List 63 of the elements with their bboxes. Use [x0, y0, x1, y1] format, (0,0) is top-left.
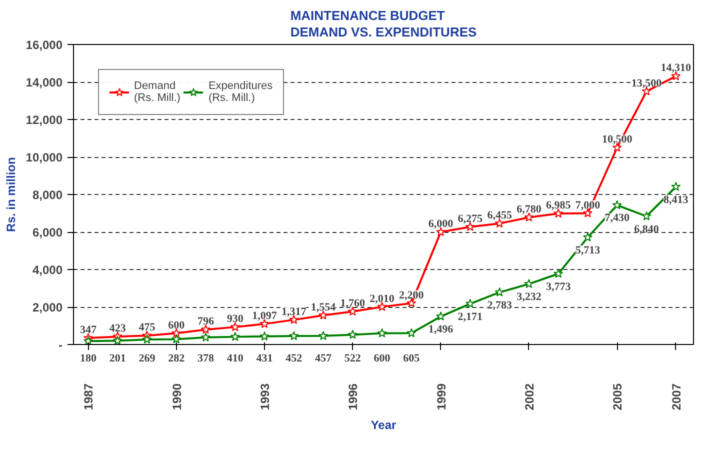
data-label: 6,275	[458, 212, 484, 225]
y-axis-title: Rs. in million	[4, 157, 18, 232]
x-axis-title: Year	[370, 418, 397, 432]
x-tick-label: 2002	[522, 383, 536, 410]
data-label: 410	[226, 352, 244, 364]
data-label: 6,000	[428, 218, 454, 230]
x-tick-label: 1987	[82, 383, 96, 410]
x-tick-label: 1993	[258, 383, 272, 410]
data-label: 201	[109, 352, 126, 364]
data-label: 269	[138, 352, 156, 364]
data-label: 10,500	[602, 134, 633, 146]
data-label: 3,773	[546, 280, 572, 293]
data-label: 522	[344, 352, 362, 364]
data-label: 14,310	[660, 62, 692, 74]
data-label: 475	[138, 322, 156, 334]
y-tick-label: 12,000	[26, 113, 63, 127]
data-label: 180	[80, 352, 97, 364]
y-tick-label: 14,000	[26, 76, 63, 90]
data-label: 7,000	[575, 199, 601, 212]
data-label: 378	[197, 352, 214, 364]
data-label: 1,760	[340, 298, 366, 310]
y-tick-label: 16,000	[26, 38, 63, 52]
data-label: 13,500	[631, 77, 662, 90]
data-label: 347	[80, 324, 97, 336]
data-label: 8,413	[663, 194, 689, 206]
data-label: 600	[168, 319, 186, 332]
data-label: 1,317	[282, 306, 307, 318]
x-tick-label: 2007	[669, 383, 684, 410]
y-tick-label: -	[58, 338, 63, 352]
data-label: 423	[109, 322, 126, 335]
data-label: 2,783	[487, 299, 512, 312]
legend-label: Expenditures (Rs. Mill.)	[208, 80, 273, 104]
x-tick-label: 1996	[346, 383, 360, 410]
y-tick-label: 8,000	[32, 188, 63, 202]
data-label: 282	[168, 352, 186, 364]
data-label: 6,780	[516, 203, 542, 216]
x-tick-label: 1990	[170, 383, 184, 410]
data-label: 6,985	[546, 200, 572, 212]
chart-title: MAINTENANCE BUDGET DEMAND VS. EXPENDITURES	[290, 8, 478, 40]
data-label: 2,171	[458, 310, 483, 323]
legend-label: Demand (Rs. Mill.)	[134, 80, 180, 104]
data-label: 452	[286, 352, 303, 364]
data-label: 7,430	[604, 212, 630, 224]
data-label: 1,097	[252, 310, 278, 322]
data-label: 796	[197, 316, 214, 328]
data-label: 3,232	[516, 290, 542, 303]
y-tick-label: 4,000	[32, 263, 63, 277]
data-label: 1,554	[310, 301, 336, 314]
y-tick-label: 10,000	[26, 150, 63, 164]
data-label: 5,713	[575, 244, 601, 256]
y-tick-label: 6,000	[32, 226, 63, 240]
data-label: 930	[226, 313, 244, 326]
x-tick-label: 2005	[610, 383, 625, 410]
y-tick-label: 2,000	[32, 300, 63, 314]
data-label: 605	[403, 352, 420, 364]
data-label: 6,455	[487, 209, 512, 222]
data-label: 2,010	[370, 292, 395, 305]
data-label: 431	[256, 352, 273, 364]
x-tick-label: 1999	[434, 383, 448, 410]
data-label: 457	[315, 352, 332, 364]
data-label: 2,200	[399, 289, 424, 302]
data-label: 600	[374, 352, 391, 364]
data-label: 1,496	[428, 323, 454, 336]
